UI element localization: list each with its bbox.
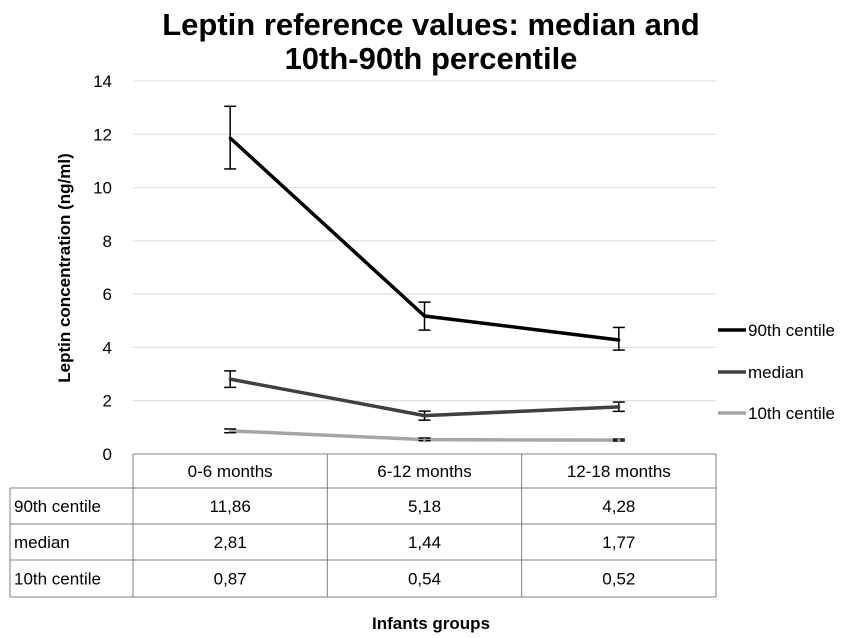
y-tick-label: 14 <box>93 72 112 91</box>
chart-title: Leptin reference values: median and 10th… <box>0 8 862 76</box>
y-tick-label: 0 <box>103 445 112 464</box>
chart-title-line2: 10th-90th percentile <box>284 41 578 76</box>
legend-item: median <box>718 363 804 382</box>
legend-item: 10th centile <box>718 404 835 423</box>
table-cell-value: 2,81 <box>214 533 247 552</box>
y-tick-label: 4 <box>103 338 112 357</box>
data-table: 0-6 months 6-12 months 12-18 months 90th ce… <box>9 453 717 598</box>
legend: 90th centile median 10th centile <box>718 321 835 423</box>
x-tick-label: 12-18 months <box>567 462 671 481</box>
y-tick-label: 12 <box>93 125 112 144</box>
data-point <box>228 429 232 433</box>
data-point <box>423 438 426 442</box>
legend-item: 90th centile <box>718 321 835 340</box>
legend-label: 10th centile <box>748 404 835 423</box>
legend-label: median <box>748 363 804 382</box>
data-point <box>617 405 621 409</box>
data-point <box>617 438 621 442</box>
data-point <box>617 338 621 342</box>
y-axis-ticks: 0 2 4 6 8 10 12 14 <box>93 72 112 464</box>
y-tick-label: 10 <box>93 179 112 198</box>
table-cell-value: 0,52 <box>602 570 635 589</box>
table-cell-value: 5,18 <box>408 497 441 516</box>
table-cell-value: 0,87 <box>214 570 247 589</box>
y-tick-label: 2 <box>103 392 112 411</box>
series-90th-centile <box>224 105 625 351</box>
table-cell-value: 0,54 <box>408 570 441 589</box>
y-tick-label: 6 <box>103 285 112 304</box>
series-lines <box>224 105 625 442</box>
table-cell-value: 4,28 <box>602 497 635 516</box>
data-point <box>423 314 426 318</box>
x-tick-label: 6-12 months <box>377 462 472 481</box>
legend-label: 90th centile <box>748 321 835 340</box>
table-row-label: 10th centile <box>14 570 101 589</box>
chart-title-line1: Leptin reference values: median and <box>162 7 700 42</box>
table-cell-value: 11,86 <box>210 497 251 516</box>
table-cell-value: 1,44 <box>408 533 441 552</box>
table-row-label: 90th centile <box>14 497 101 516</box>
table-cell-value: 1,77 <box>602 533 635 552</box>
data-point <box>423 414 426 418</box>
series-median <box>224 370 625 421</box>
table-row-label: median <box>14 533 70 552</box>
data-point <box>228 377 232 381</box>
gridlines <box>133 80 716 455</box>
x-axis-label: Infants groups <box>372 614 490 633</box>
y-axis-label: Leptin concentration (ng/ml) <box>55 153 74 383</box>
x-tick-label: 0-6 months <box>188 462 273 481</box>
data-point <box>228 136 232 140</box>
series-10th-centile <box>224 428 625 442</box>
y-tick-label: 8 <box>103 232 112 251</box>
series-line <box>229 377 619 418</box>
